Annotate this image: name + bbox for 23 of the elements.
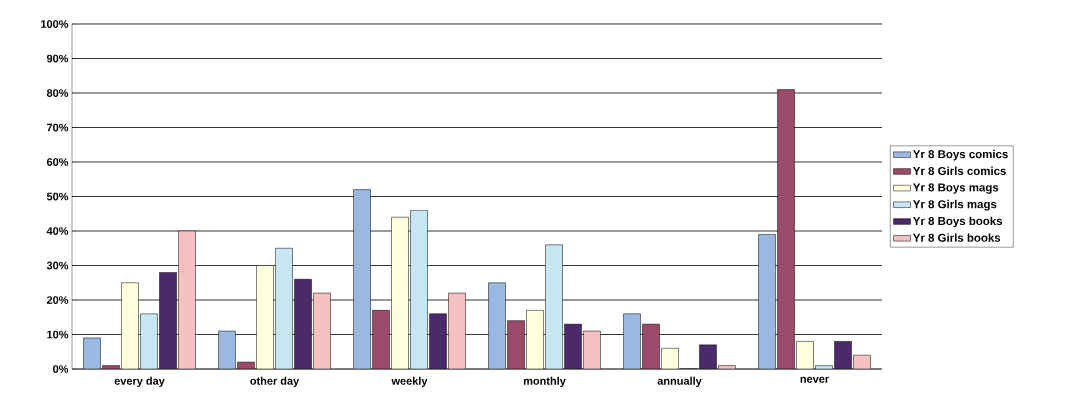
- x-tick-label: other day: [250, 376, 300, 387]
- legend-label: Yr 8 Girls comics: [912, 166, 1006, 175]
- y-tick-label: 100%: [41, 20, 69, 28]
- legend-label: Yr 8 Boys mags: [912, 183, 999, 194]
- x-tick-label: annually: [657, 376, 702, 387]
- legend-label: Yr 8 Boys comics: [912, 149, 1008, 161]
- y-tick-label: 50%: [46, 192, 69, 201]
- x-tick-label: weekly: [391, 376, 428, 387]
- y-tick-label: 90%: [46, 54, 69, 63]
- y-tick-label: 20%: [46, 296, 69, 304]
- x-tick-label: never: [800, 376, 829, 383]
- x-tick-label: every day: [114, 376, 165, 387]
- y-tick-label: 40%: [46, 227, 69, 235]
- y-tick-label: 10%: [47, 330, 69, 339]
- y-tick-label: 0%: [53, 365, 69, 373]
- x-tick-label: monthly: [523, 376, 566, 387]
- y-tick-label: 80%: [46, 89, 69, 97]
- legend-label: Yr 8 Boys books: [912, 216, 1003, 228]
- legend-label: Yr 8 Girls books: [912, 233, 1001, 242]
- y-tick-label: 60%: [46, 158, 69, 166]
- y-tick-label: 30%: [46, 261, 69, 270]
- legend-label: Yr 8 Girls mags: [912, 199, 997, 211]
- y-tick-label: 70%: [47, 123, 69, 132]
